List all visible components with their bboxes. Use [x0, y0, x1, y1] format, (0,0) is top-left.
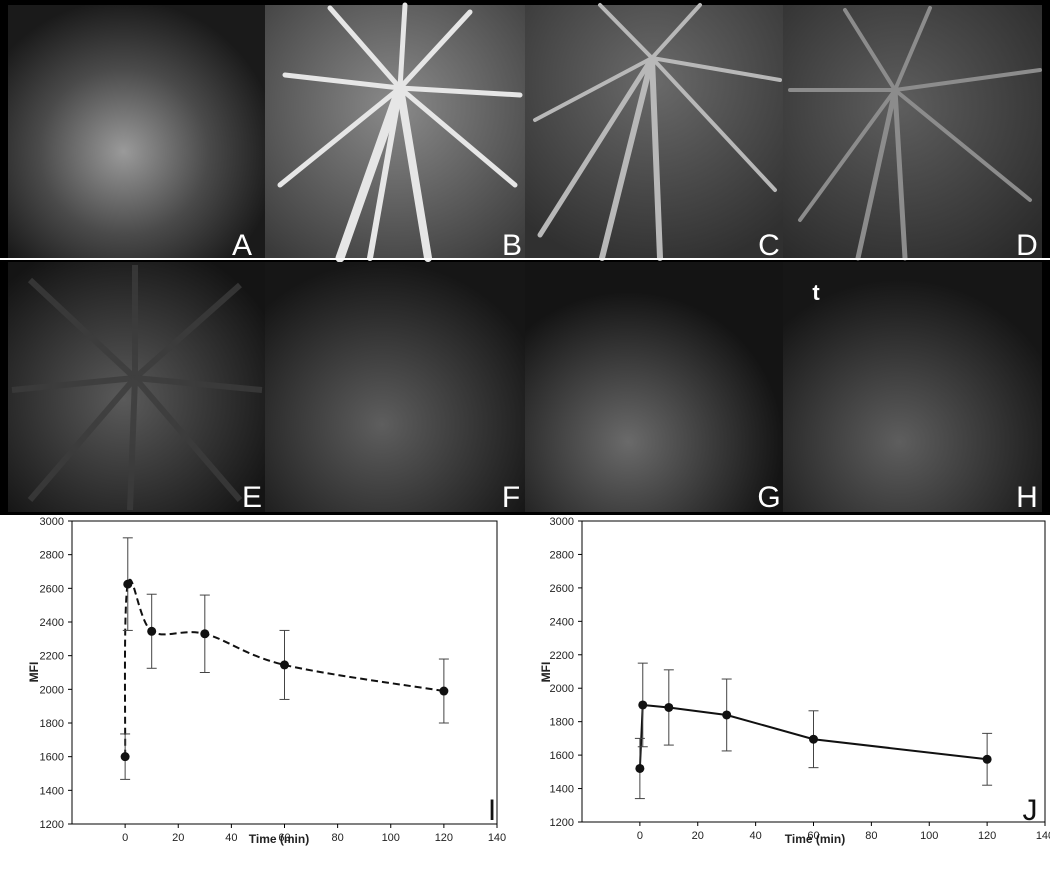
chart-i-y-tick-label: 3000 — [40, 516, 64, 528]
panel-label-c: C — [758, 229, 780, 262]
chart-i-x-tick-label: 0 — [122, 832, 128, 844]
panel-g-image — [525, 262, 783, 512]
chart-i-x-tick-label: 20 — [172, 832, 184, 844]
panel-h-image — [783, 262, 1042, 512]
chart-j-y-tick-label: 2800 — [550, 549, 574, 561]
chart-i-x-tick-label: 40 — [225, 832, 237, 844]
chart-i-y-tick-label: 2400 — [40, 617, 64, 629]
chart-j-x-tick-label: 0 — [637, 830, 643, 842]
chart-i-y-tick-label: 1800 — [40, 718, 64, 730]
chart-i-y-tick-label: 1200 — [40, 819, 64, 831]
chart-j-x-axis-label: Time (min) — [785, 832, 845, 846]
chart-j-data-point — [722, 710, 732, 720]
chart-j-data-point — [982, 754, 992, 764]
panel-e-radial-streaks — [11, 265, 263, 511]
panel-label-g: G — [757, 481, 780, 514]
chart-i-y-tick-label: 2800 — [40, 550, 64, 562]
chart-j-x-tick-label: 100 — [920, 830, 938, 842]
chart-i-data-point — [200, 629, 210, 639]
chart-j-y-tick-label: 3000 — [550, 516, 574, 528]
chart-j-y-tick-label: 2600 — [550, 583, 574, 595]
panel-label-f: F — [502, 481, 520, 514]
chart-j-data-point — [809, 734, 818, 744]
panel-label-a: A — [232, 229, 252, 262]
panel-label-b: B — [502, 229, 522, 262]
chart-i-x-tick-label: 80 — [332, 832, 344, 844]
panel-label-e: E — [242, 481, 262, 514]
chart-j-y-tick-label: 1200 — [550, 817, 574, 829]
chart-i-y-tick-label: 2200 — [40, 651, 64, 663]
panel-a-image — [8, 5, 265, 258]
chart-i-y-tick-label: 2000 — [40, 684, 64, 696]
chart-i-x-axis-label: Time (min) — [249, 832, 309, 846]
chart-i-x-tick-label: 120 — [435, 832, 453, 844]
chart-i-y-axis-label: MFI — [27, 662, 41, 683]
panel-d-vessels — [788, 6, 1042, 261]
panel-label-h: H — [1016, 481, 1038, 514]
chart-j-data-point — [638, 700, 648, 710]
chart-j-x-tick-label: 80 — [865, 830, 877, 842]
panel-label-d: D — [1016, 229, 1038, 262]
chart-i-x-tick-label: 140 — [488, 832, 506, 844]
chart-j-y-tick-label: 2200 — [550, 650, 574, 662]
chart-j-x-tick-label: 20 — [692, 830, 704, 842]
chart-j-x-tick-label: 140 — [1036, 830, 1050, 842]
chart-i-x-tick-label: 60 — [278, 832, 290, 844]
chart-i-data-point — [120, 752, 130, 762]
chart-i-data-point — [439, 686, 449, 696]
time-arrow-label: t — [812, 280, 820, 305]
chart-j-data-point — [664, 702, 674, 712]
chart-i-data-point — [280, 660, 289, 670]
chart-i-data-point — [123, 579, 133, 589]
chart-j-y-tick-label: 2000 — [550, 683, 574, 695]
panel-c-vessels — [533, 3, 782, 261]
chart-j-x-tick-label: 40 — [750, 830, 762, 842]
chart-j-x-tick-label: 60 — [807, 830, 819, 842]
chart-j-y-axis-label: MFI — [539, 662, 553, 683]
panel-f-image — [265, 262, 525, 512]
chart-j-plot-frame — [581, 520, 1046, 823]
chart-i-x-tick-label: 100 — [382, 832, 400, 844]
chart-j-y-tick-label: 1600 — [550, 750, 574, 762]
chart-i-y-tick-label: 1400 — [40, 785, 64, 797]
chart-j-data-point — [635, 763, 645, 773]
chart-j-x-tick-label: 120 — [978, 830, 996, 842]
chart-j-y-tick-label: 1800 — [550, 717, 574, 729]
panel-b-vessels — [277, 2, 523, 263]
retina-image-grid: A B C D E F G H t — [0, 0, 1050, 515]
chart-i-data-point — [147, 626, 157, 636]
chart-j-y-tick-label: 2400 — [550, 616, 574, 628]
chart-i-y-tick-label: 1600 — [40, 752, 64, 764]
chart-j-panel-letter: J — [1023, 794, 1038, 827]
chart-j-y-tick-label: 1400 — [550, 784, 574, 796]
chart-i-panel-letter: I — [488, 794, 496, 827]
chart-i-series-line — [123, 579, 445, 757]
chart-i-y-tick-label: 2600 — [40, 583, 64, 595]
